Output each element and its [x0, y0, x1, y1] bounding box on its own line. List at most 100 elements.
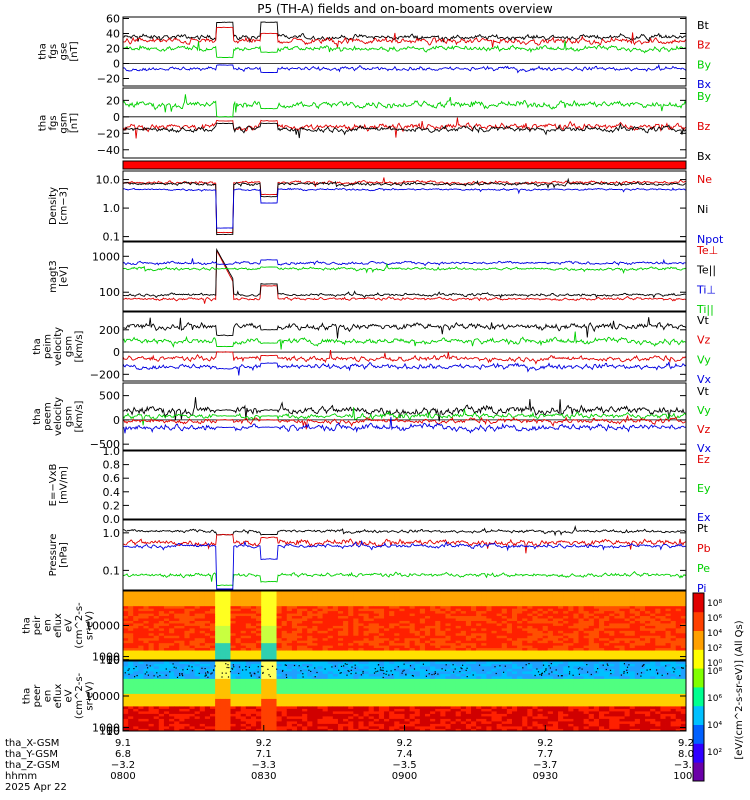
spec-cell [220, 613, 226, 617]
spec-cell [650, 640, 656, 644]
spec-cell [276, 652, 283, 656]
spec-cell [368, 671, 375, 674]
spec-cell [261, 673, 267, 677]
spec-cell [645, 642, 651, 646]
spec-cell [128, 726, 134, 729]
series-fgs_gse-3 [122, 63, 687, 74]
spec-cell [138, 688, 144, 692]
spec-cell [424, 678, 431, 682]
spec-cell [148, 652, 155, 656]
spec-cell [358, 686, 364, 689]
spec-cell [302, 600, 308, 604]
spec-cell [419, 678, 426, 682]
spec-cell [133, 678, 139, 682]
spec-cell [184, 716, 190, 719]
y-tick-label: 0.0 [103, 513, 121, 526]
spec-cell [670, 635, 677, 639]
spec-cell [174, 716, 180, 719]
spec-cell [650, 645, 656, 649]
spec-cell [286, 615, 293, 619]
spec-cell [450, 642, 457, 646]
spec-cell [240, 632, 247, 636]
spec-cell [332, 615, 339, 619]
spec-cell [312, 721, 318, 724]
spec-cell [384, 688, 390, 692]
spec-cell [204, 591, 211, 594]
spec-cell [163, 650, 170, 653]
spec-cell [598, 605, 605, 609]
spec-cell [317, 645, 324, 649]
spec-cell [522, 610, 528, 614]
spec-cell [245, 688, 252, 692]
spec-cell [409, 637, 416, 641]
spec-cell [148, 637, 155, 641]
spec-cell [332, 610, 339, 614]
spec-cell [399, 630, 405, 634]
spec-cell [435, 655, 441, 658]
spec-cell [230, 673, 236, 677]
spec-cell [220, 605, 226, 609]
spec-cell [286, 645, 293, 649]
spec-cell [414, 620, 421, 624]
spec-cell [598, 620, 605, 624]
spec-cell [680, 630, 687, 634]
spec-cell [337, 688, 344, 692]
spec-cell [123, 663, 129, 667]
spec-cell [583, 620, 590, 624]
spec-cell [276, 620, 283, 624]
spec-cell [358, 701, 364, 704]
spec-cell [424, 683, 431, 687]
spec-cell [199, 718, 206, 722]
spec-cell [378, 637, 385, 641]
spec-cell [465, 630, 472, 634]
spec-cell [450, 593, 457, 597]
spec-cell [158, 627, 165, 631]
spec-cell [609, 655, 615, 658]
spec-cell [220, 698, 226, 702]
spec-cell [547, 635, 554, 639]
spec-cell [317, 723, 324, 727]
spec-cell [532, 635, 538, 639]
spec-cell [312, 615, 318, 619]
spec-cell [358, 603, 364, 607]
spec-cell [163, 652, 170, 656]
spec-cell [194, 593, 201, 597]
spec-cell [179, 693, 185, 697]
spec-cell [547, 591, 554, 594]
spec-cell [389, 613, 395, 617]
spec-cell [440, 598, 446, 602]
spec-cell [399, 708, 405, 712]
spec-cell [675, 620, 682, 624]
spec-cell [343, 620, 349, 624]
spec-cell [424, 671, 431, 674]
spec-cell [430, 618, 436, 621]
spec-cell [593, 630, 600, 634]
spec-cell [286, 676, 293, 679]
spec-cell [460, 640, 467, 644]
spec-cell [568, 605, 574, 609]
spec-cell [501, 608, 508, 612]
spec-cell [588, 615, 595, 619]
spec-cell [384, 713, 390, 717]
spec-cell [547, 608, 554, 612]
spec-cell [583, 593, 590, 597]
spec-cell [522, 591, 528, 594]
spec-cell [455, 630, 462, 634]
spec-cell [578, 620, 585, 624]
spec-cell [404, 600, 411, 604]
spec-cell [204, 637, 211, 641]
spec-cell [276, 703, 283, 707]
spec-cell [235, 721, 242, 724]
spec-cell [430, 625, 436, 629]
spec-cell [430, 686, 436, 689]
spec-cell [250, 683, 257, 687]
spec-cell [133, 635, 139, 639]
spec-cell [322, 686, 329, 689]
y-axis-label: [cm−3] [58, 187, 69, 225]
spec-cell [291, 711, 298, 714]
spec-cell [358, 655, 364, 658]
spec-cell [312, 650, 318, 653]
spec-cell [250, 603, 257, 607]
spec-cell [353, 683, 359, 687]
spec-cell [532, 642, 538, 646]
